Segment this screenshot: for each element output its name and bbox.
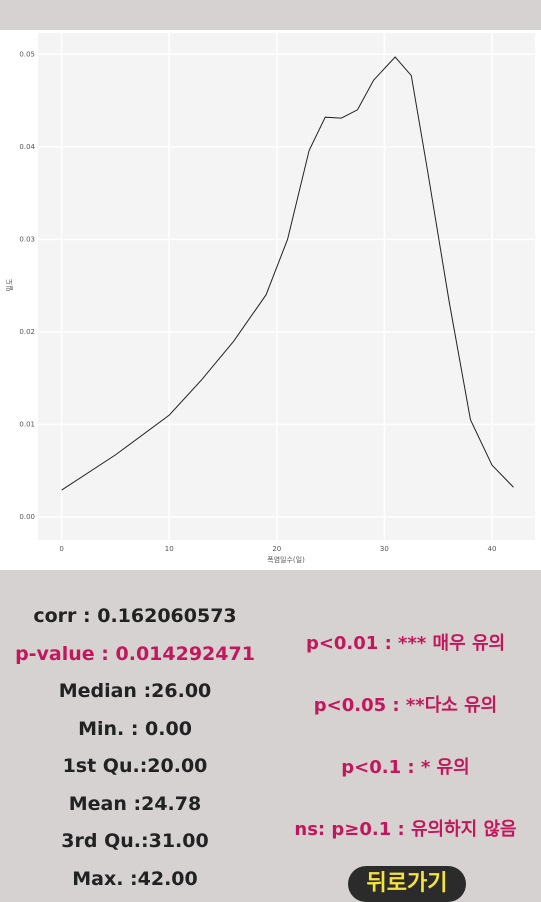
summary-stat: 1st Qu.:20.00 [62, 755, 208, 777]
chart: 밀도 폭염일수(일) 0.00 0.01 0.02 0.03 0.04 0.05 0 10 20… [0, 30, 541, 570]
y-tick-label: 0.00 [19, 513, 35, 521]
corr: corr : 0.162060573 [33, 605, 237, 627]
y-tick-label: 0.05 [19, 50, 35, 58]
x-axis-label: 폭염일수(일) [267, 555, 305, 564]
x-tick-label: 10 [165, 545, 174, 553]
summary-stat: 3rd Qu.:31.00 [61, 830, 209, 852]
y-tick-label: 0.04 [19, 143, 35, 151]
x-tick-label: 0 [59, 545, 63, 553]
summary-stat: Mean :24.78 [68, 792, 202, 815]
significance-note: ns: p≥0.1 : 유의하지 않음 [294, 819, 517, 840]
x-tick-label: 20 [272, 545, 281, 553]
plot-panel [38, 33, 535, 540]
significance-note: p<0.1 : * 유의 [341, 757, 470, 778]
p-value: p-value : 0.014292471 [15, 643, 255, 665]
summary-stat: Min. : 0.00 [78, 717, 192, 740]
significance-note: p<0.01 : *** 매우 유의 [305, 633, 506, 654]
y-tick-label: 0.02 [19, 328, 35, 336]
back-button[interactable]: 뒤로가기 [348, 866, 466, 902]
x-tick-label: 30 [380, 545, 389, 553]
y-axis-label: 밀도 [6, 278, 14, 291]
x-tick-label: 40 [488, 545, 497, 553]
summary-stat: Max. :42.00 [72, 867, 198, 890]
summary-stat: Median :26.00 [58, 680, 212, 702]
y-tick-label: 0.01 [19, 420, 35, 428]
y-tick-label: 0.03 [19, 235, 35, 243]
significance-note: p<0.05 : **다소 유의 [313, 695, 498, 716]
density-line [61, 56, 514, 491]
